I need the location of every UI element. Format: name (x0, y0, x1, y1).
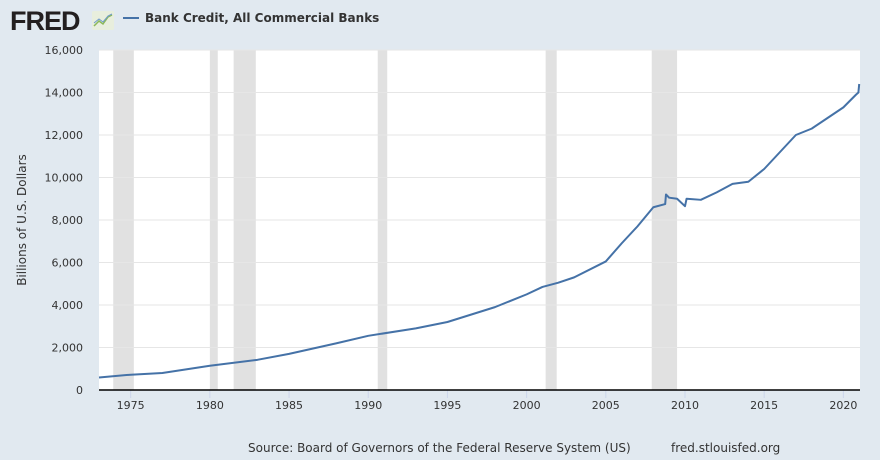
legend-label: Bank Credit, All Commercial Banks (145, 11, 380, 25)
legend-swatch (123, 17, 139, 19)
y-tick-label: 0 (76, 384, 83, 397)
site-link[interactable]: fred.stlouisfed.org (671, 441, 781, 455)
x-tick-label: 2020 (829, 399, 857, 412)
y-tick-label: 12,000 (45, 129, 84, 142)
x-tick-label: 1995 (433, 399, 461, 412)
y-tick-label: 16,000 (45, 44, 84, 57)
y-tick-label: 6,000 (52, 257, 84, 270)
source-note: Source: Board of Governors of the Federa… (248, 441, 631, 455)
x-tick-label: 1990 (354, 399, 382, 412)
y-tick-label: 8,000 (52, 214, 84, 227)
y-tick-label: 14,000 (45, 87, 84, 100)
x-tick-label: 1975 (117, 399, 145, 412)
x-tick-label: 2015 (750, 399, 778, 412)
fred-logo-graph-icon (92, 11, 114, 30)
y-tick-label: 10,000 (45, 172, 84, 185)
y-tick-label: 2,000 (52, 342, 84, 355)
fred-logo[interactable]: FRED (10, 6, 80, 36)
series-line (98, 83, 861, 379)
x-tick-label: 2010 (671, 399, 699, 412)
chart-legend: Bank Credit, All Commercial Banks (123, 11, 379, 25)
y-tick-label: 4,000 (52, 299, 84, 312)
y-axis-label: Billions of U.S. Dollars (15, 154, 29, 286)
x-tick-label: 1985 (275, 399, 303, 412)
x-tick-label: 2000 (513, 399, 541, 412)
x-tick-label: 1980 (196, 399, 224, 412)
x-tick-label: 2005 (592, 399, 620, 412)
